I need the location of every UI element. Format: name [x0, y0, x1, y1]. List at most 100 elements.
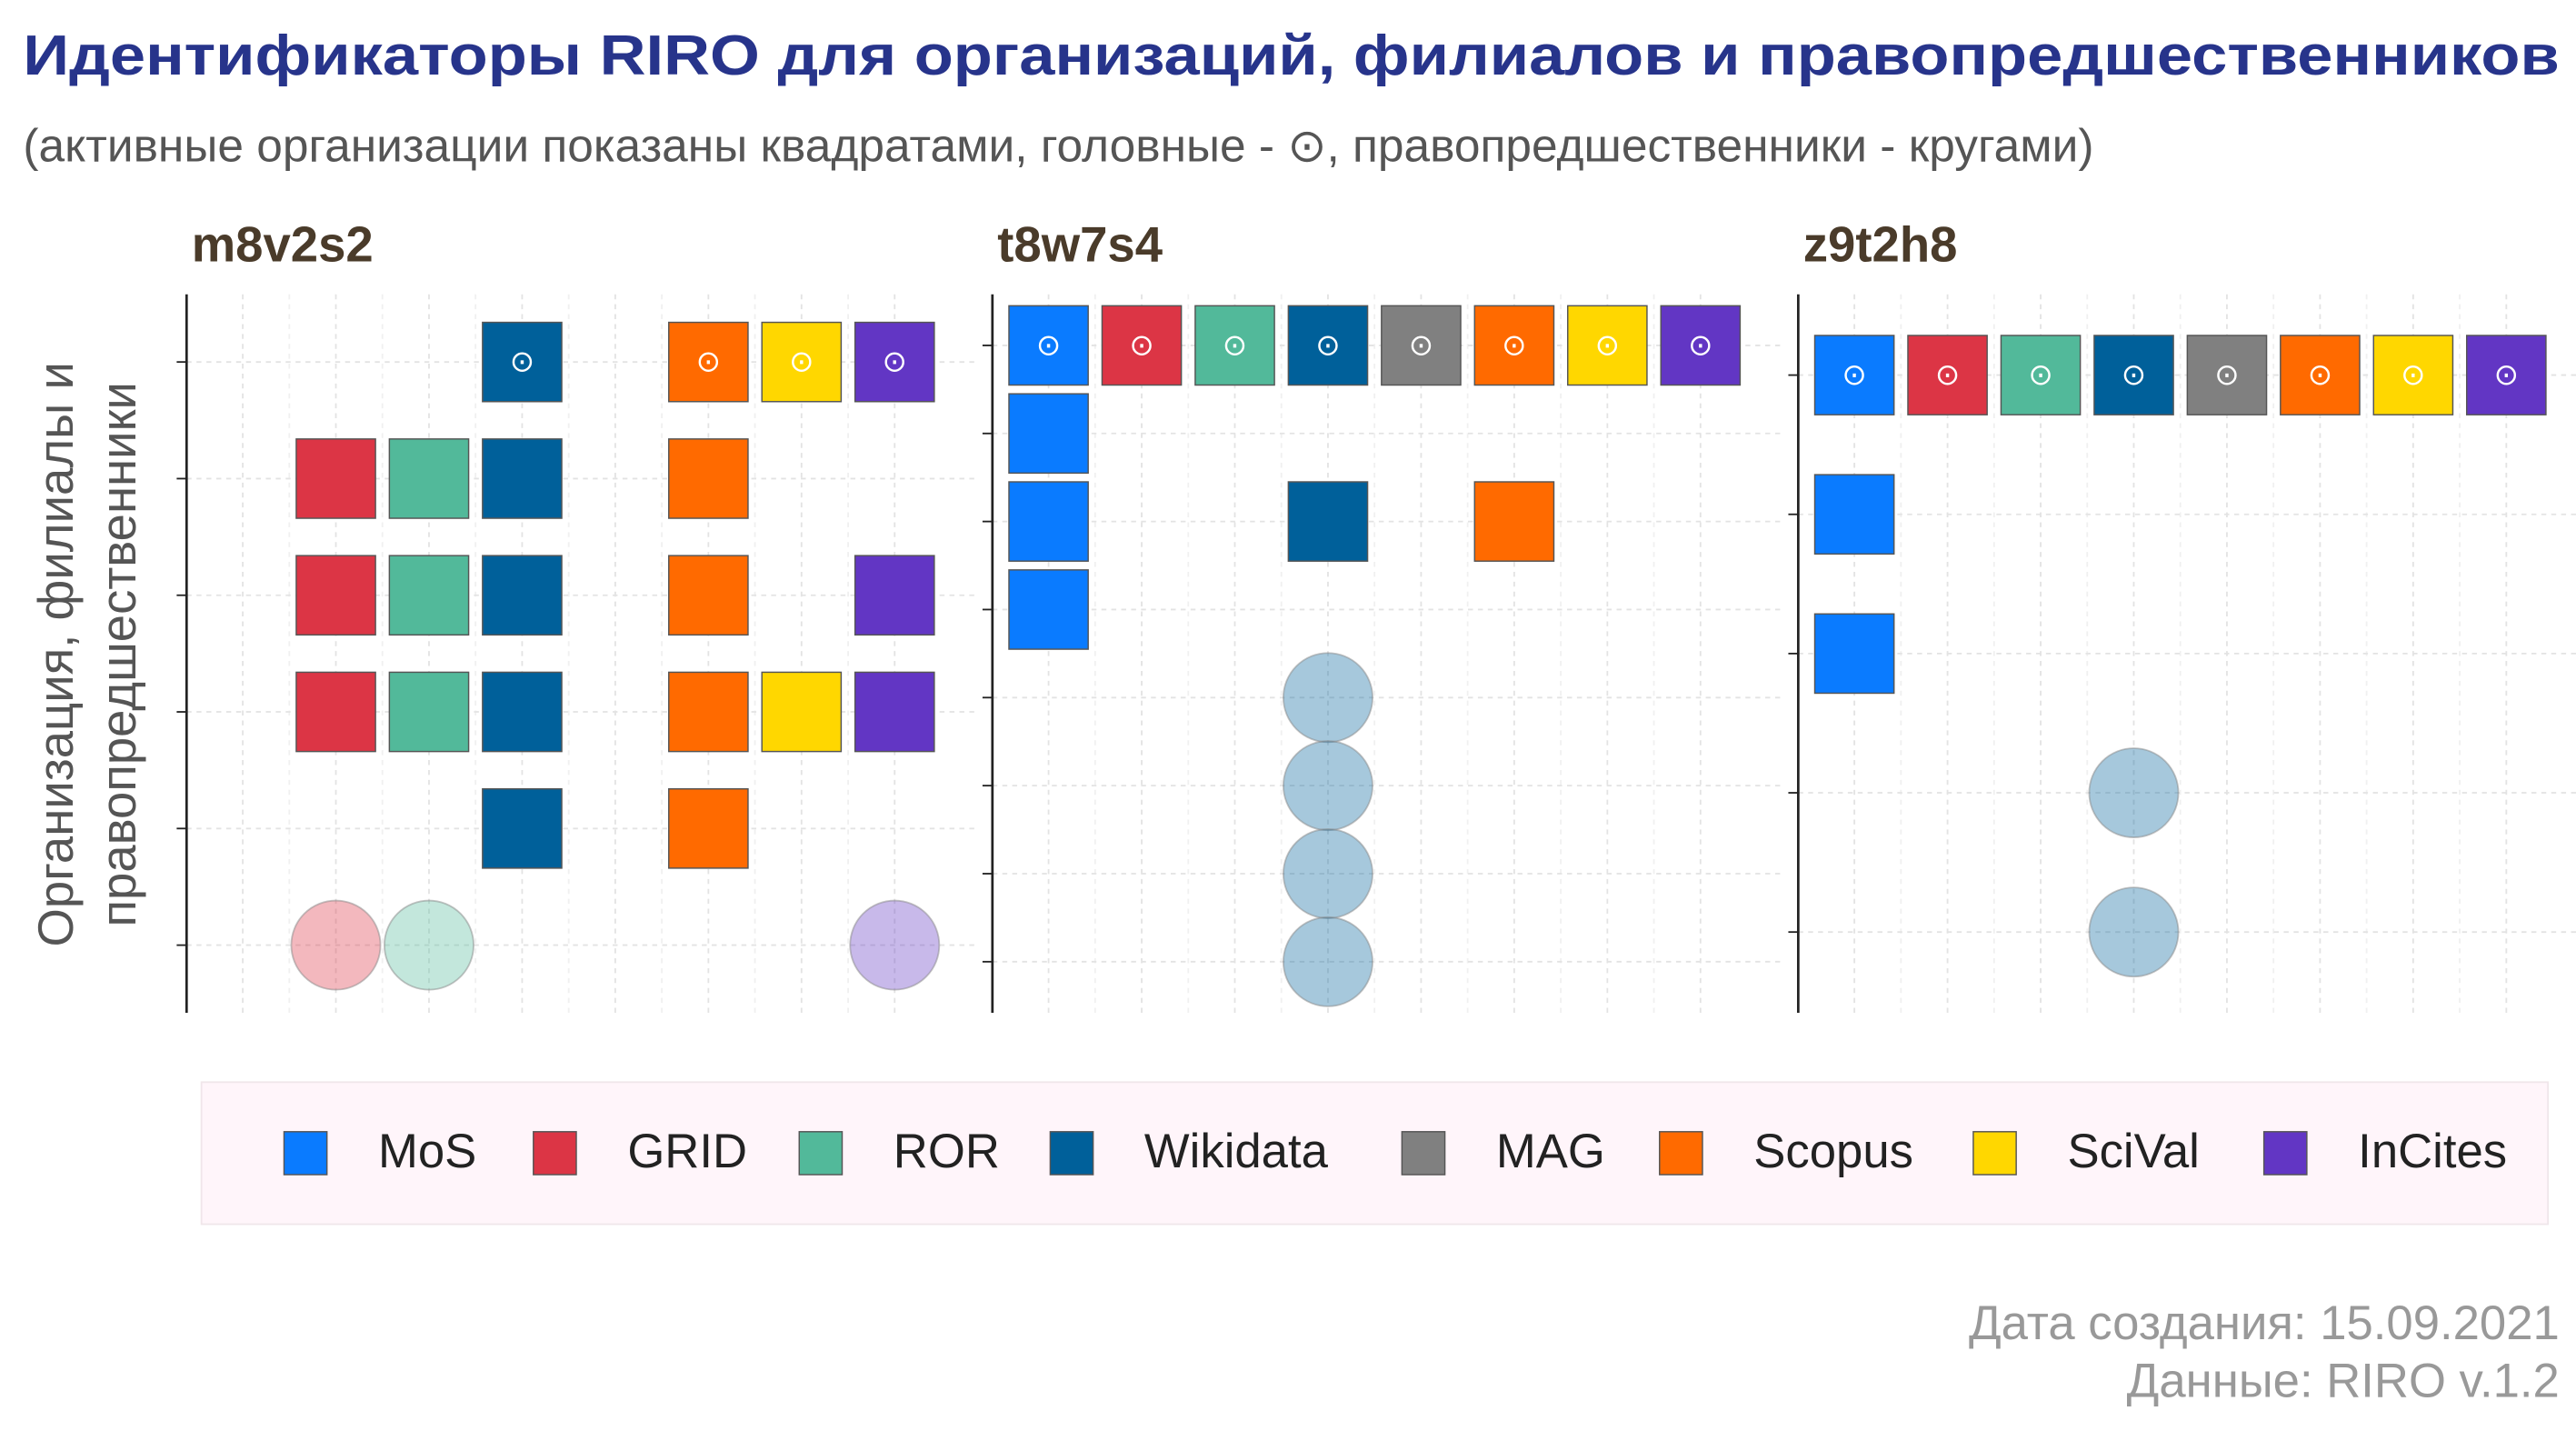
head-symbol: ⊙ [1223, 327, 1247, 361]
cell-square [482, 787, 563, 869]
cell-circle [2088, 886, 2180, 978]
cell-square [1473, 305, 1555, 386]
cell-square [295, 555, 376, 636]
cell-square [2280, 335, 2361, 415]
cell-square [1008, 481, 1089, 562]
legend-key [798, 1131, 844, 1176]
cell-square [761, 671, 843, 753]
head-symbol: ⊙ [1409, 327, 1433, 361]
legend-key [1659, 1131, 1703, 1176]
legend-label: MAG [1496, 1125, 1605, 1178]
cell-square [1813, 474, 1895, 555]
cell-square [388, 671, 470, 753]
cell-circle [849, 899, 941, 991]
legend-box [200, 1081, 2550, 1226]
cell-square [482, 555, 563, 636]
y-label-line: Организация, филиалы и [28, 362, 84, 946]
cell-square [1907, 335, 1988, 415]
chart-subtitle: (активные организации показаны квадратам… [23, 119, 2093, 171]
cell-circle [2088, 747, 2180, 838]
head-symbol: ⊙ [1842, 357, 1866, 391]
legend-key [1401, 1131, 1446, 1176]
legend-label: ROR [894, 1125, 1000, 1178]
cell-square [1381, 305, 1462, 386]
chart-title: Идентификаторы RIRO для организаций, фил… [23, 25, 2559, 87]
y-axis-label: Организация, филиалы и правопредшественн… [28, 362, 146, 946]
cell-circle [290, 899, 382, 991]
head-symbol: ⊙ [1315, 327, 1340, 361]
legend-key [1049, 1131, 1094, 1176]
cell-square [482, 438, 563, 519]
cell-square [2466, 335, 2547, 415]
legend-label: InCites [2358, 1125, 2507, 1178]
cell-square [295, 671, 376, 753]
cell-square [2000, 335, 2082, 415]
cell-square [1008, 569, 1089, 650]
cell-square [388, 438, 470, 519]
head-symbol: ⊙ [1502, 327, 1526, 361]
legend-label: Scopus [1753, 1125, 1913, 1178]
cell-square [1008, 305, 1089, 386]
head-symbol: ⊙ [2401, 357, 2425, 391]
cell-square [1194, 305, 1275, 386]
cell-square [668, 321, 749, 403]
cell-square [668, 555, 749, 636]
head-symbol: ⊙ [2214, 357, 2239, 391]
head-symbol: ⊙ [1688, 327, 1712, 361]
cell-square [1813, 335, 1895, 415]
legend-label: Wikidata [1144, 1125, 1329, 1178]
cell-square [854, 321, 935, 403]
cell-square [1813, 613, 1895, 695]
legend-key [283, 1131, 328, 1176]
footer-date: Дата создания: 15.09.2021 [1969, 1296, 2560, 1350]
legend-key [533, 1131, 577, 1176]
cell-square [668, 438, 749, 519]
panel-title: z9t2h8 [1803, 216, 1958, 272]
cell-square [1473, 481, 1555, 562]
cell-square [1287, 481, 1369, 562]
cell-circle [1283, 740, 1373, 832]
head-symbol: ⊙ [2122, 357, 2146, 391]
head-symbol: ⊙ [1595, 327, 1620, 361]
cell-square [2372, 335, 2454, 415]
head-symbol: ⊙ [696, 345, 721, 378]
head-symbol: ⊙ [510, 345, 534, 378]
cell-square [1660, 305, 1742, 386]
head-symbol: ⊙ [883, 345, 907, 378]
cell-square [668, 787, 749, 869]
cell-square [388, 555, 470, 636]
cell-square [668, 671, 749, 753]
cell-circle [1283, 828, 1373, 919]
cell-square [854, 555, 935, 636]
panel-title: m8v2s2 [192, 216, 374, 272]
cell-square [1008, 393, 1089, 475]
legend-key [2262, 1131, 2308, 1176]
panel-title: t8w7s4 [997, 216, 1163, 272]
legend-label: MoS [378, 1125, 476, 1178]
legend-label: GRID [627, 1125, 747, 1178]
cell-square [854, 671, 935, 753]
legend-key [1972, 1131, 2017, 1176]
head-symbol: ⊙ [2494, 357, 2519, 391]
cell-square [295, 438, 376, 519]
cell-square [1287, 305, 1369, 386]
head-symbol: ⊙ [1935, 357, 1960, 391]
legend-label: SciVal [2067, 1125, 2199, 1178]
cell-square [1567, 305, 1648, 386]
cell-square [2186, 335, 2268, 415]
head-symbol: ⊙ [789, 345, 814, 378]
footer-source: Данные: RIRO v.1.2 [2127, 1355, 2560, 1408]
head-symbol: ⊙ [1129, 327, 1153, 361]
cell-square [761, 321, 843, 403]
cell-circle [1283, 652, 1373, 744]
cell-square [1101, 305, 1183, 386]
y-label-line: правопредшественники [91, 382, 146, 926]
cell-circle [384, 899, 474, 991]
cell-square [482, 671, 563, 753]
head-symbol: ⊙ [1036, 327, 1061, 361]
head-symbol: ⊙ [2308, 357, 2332, 391]
head-symbol: ⊙ [2028, 357, 2052, 391]
cell-circle [1283, 916, 1373, 1007]
